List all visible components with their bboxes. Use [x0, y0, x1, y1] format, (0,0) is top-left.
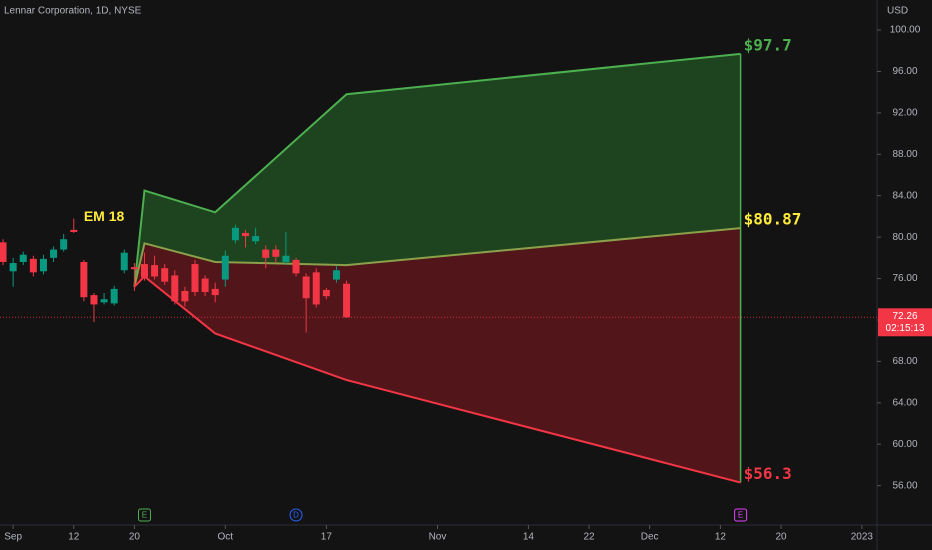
- candle-body: [242, 232, 250, 237]
- candle-body: [312, 272, 320, 305]
- candle-body: [90, 295, 98, 305]
- candle-body: [9, 263, 17, 272]
- countdown-label: 02:15:13: [886, 323, 925, 334]
- candle-body: [130, 267, 138, 270]
- x-tick-label: 20: [129, 532, 141, 543]
- upper-cone-fill: [134, 53, 741, 287]
- candle-body: [181, 290, 189, 302]
- candle-body: [29, 258, 37, 273]
- candle-body: [80, 261, 88, 298]
- candle-body: [282, 255, 290, 262]
- x-tick-label: 12: [715, 532, 727, 543]
- candle-body: [100, 299, 108, 303]
- price-label: 72.26: [892, 311, 917, 322]
- y-tick-label: 68.00: [892, 356, 917, 367]
- y-tick-label: 100.00: [890, 25, 921, 36]
- y-tick-label: 64.00: [892, 397, 917, 408]
- x-tick-label: Nov: [429, 532, 447, 543]
- y-tick-label: 84.00: [892, 190, 917, 201]
- candle-body: [161, 268, 169, 282]
- candle-body: [110, 288, 118, 304]
- mid-line: [133, 227, 741, 288]
- candle-body: [151, 265, 159, 277]
- event-label: E: [142, 511, 147, 520]
- candle-body: [19, 254, 27, 262]
- candle-body: [343, 283, 351, 318]
- y-tick-label: 88.00: [892, 149, 917, 160]
- y-tick-label: 80.00: [892, 232, 917, 243]
- candle-body: [171, 275, 179, 302]
- upper-line: [133, 52, 741, 287]
- y-tick-label: 92.00: [892, 108, 917, 119]
- x-tick-label: 17: [321, 532, 333, 543]
- candle-body: [272, 249, 280, 257]
- cone-value-label: $97.7: [744, 35, 792, 54]
- event-label: D: [293, 511, 299, 520]
- candle-body: [70, 229, 78, 232]
- event-badge: [289, 508, 303, 522]
- candle-body: [221, 255, 229, 280]
- candle-body: [322, 289, 330, 297]
- x-tick-label: 14: [523, 532, 535, 543]
- candle-body: [211, 288, 219, 296]
- event-badge: [137, 508, 151, 522]
- candle-body: [120, 252, 128, 271]
- x-tick-label: Dec: [641, 532, 659, 543]
- chart-title: Lennar Corporation, 1D, NYSE: [4, 6, 142, 17]
- x-tick-label: 2023: [851, 532, 874, 543]
- candle-body: [262, 249, 270, 258]
- lower-cone-fill: [134, 228, 741, 483]
- x-tick-label: 22: [583, 532, 595, 543]
- y-tick-label: 60.00: [892, 439, 917, 450]
- candle-body: [201, 278, 209, 293]
- candle-body: [252, 236, 260, 242]
- y-tick-label: 56.00: [892, 480, 917, 491]
- lower-line: [133, 275, 741, 484]
- currency: USD: [887, 6, 908, 17]
- cone-label: EM 18: [84, 208, 125, 224]
- candle-body: [0, 242, 7, 262]
- candle-body: [292, 259, 300, 274]
- x-tick-label: 12: [68, 532, 80, 543]
- price-badge: [878, 308, 932, 337]
- x-tick-label: Oct: [218, 532, 234, 543]
- event-label: E: [738, 511, 743, 520]
- cone-value-label: $80.87: [744, 210, 802, 229]
- event-badge: [734, 508, 748, 522]
- candle-body: [140, 264, 148, 278]
- y-tick-label: 96.00: [892, 66, 917, 77]
- candle-body: [39, 258, 47, 272]
- candle-body: [231, 227, 239, 241]
- cone-value-label: $56.3: [744, 464, 792, 483]
- candle-body: [60, 239, 68, 250]
- candle-body: [50, 249, 58, 258]
- candle-body: [191, 264, 199, 293]
- y-tick-label: 76.00: [892, 273, 917, 284]
- candle-body: [332, 270, 340, 280]
- x-tick-label: Sep: [4, 532, 22, 543]
- x-tick-label: 20: [775, 532, 787, 543]
- candle-body: [302, 276, 310, 299]
